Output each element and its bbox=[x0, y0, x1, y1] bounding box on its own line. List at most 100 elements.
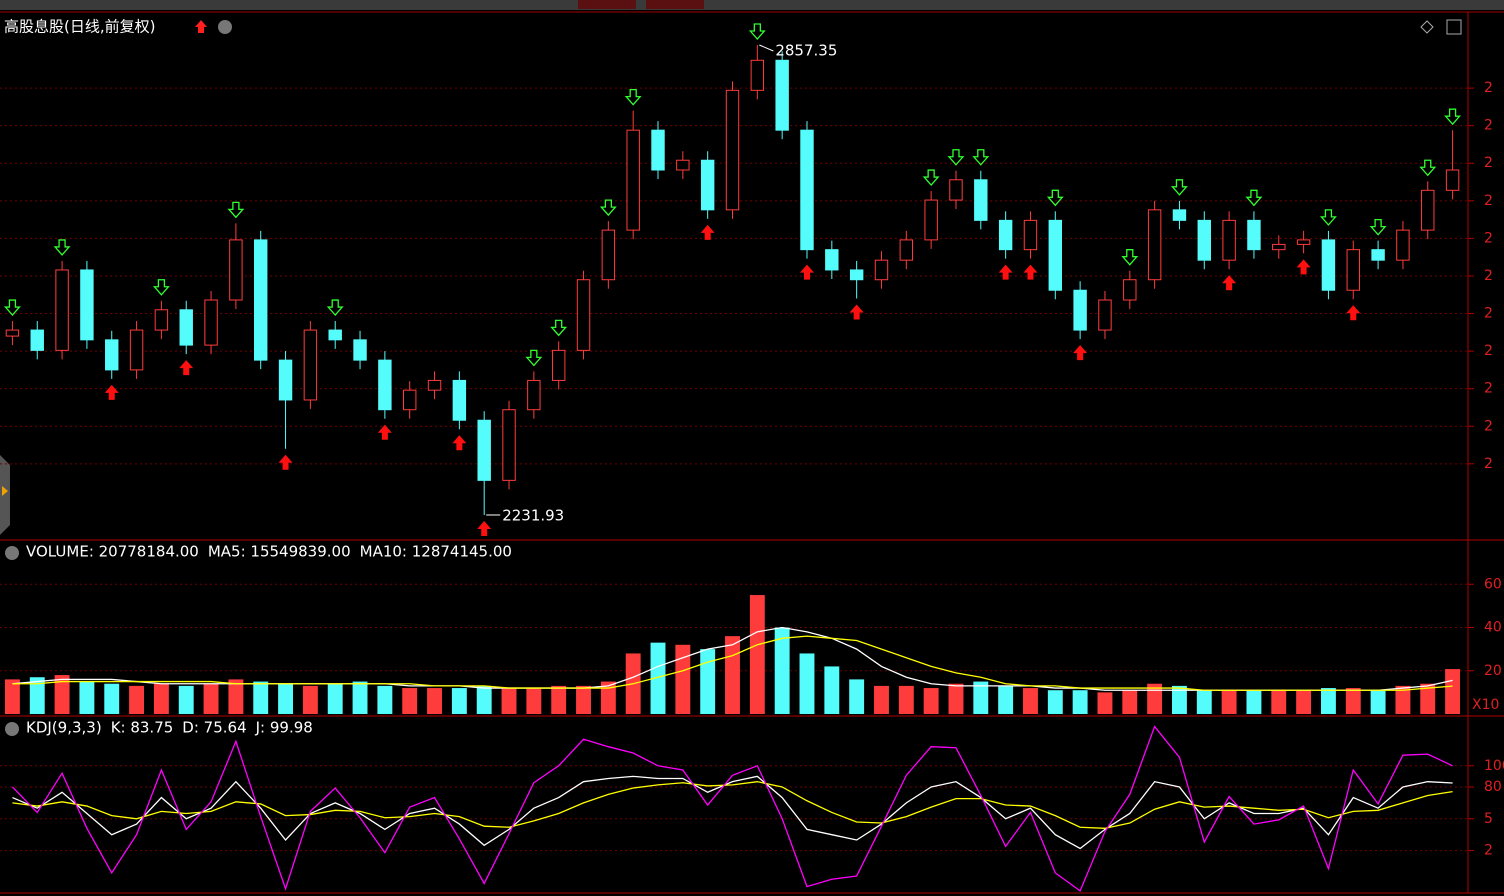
candle-body bbox=[378, 359, 392, 411]
side-tab[interactable] bbox=[0, 455, 10, 535]
y-tick-label: 2 bbox=[1484, 268, 1493, 284]
sell-arrow bbox=[972, 149, 990, 166]
legend-entry: KDJ(9,3,3) bbox=[26, 719, 102, 737]
volume-bar bbox=[774, 627, 790, 714]
buy-arrow bbox=[849, 304, 864, 320]
volume-bar bbox=[1320, 688, 1336, 714]
volume-bar bbox=[129, 685, 145, 714]
buy-arrow bbox=[377, 424, 392, 440]
candle-body bbox=[775, 59, 789, 131]
candle-body bbox=[427, 379, 442, 391]
volume-bar bbox=[327, 683, 343, 714]
menu-icon[interactable] bbox=[5, 722, 19, 736]
volume-bar bbox=[1072, 690, 1088, 714]
volume-bar bbox=[476, 685, 492, 714]
candle-body bbox=[254, 239, 268, 361]
volume-bar bbox=[1420, 683, 1436, 714]
candle-body bbox=[1346, 249, 1360, 291]
window-icon[interactable] bbox=[1446, 19, 1462, 35]
candle-body bbox=[1197, 219, 1211, 261]
candle-body bbox=[949, 179, 963, 201]
candle-body bbox=[477, 419, 491, 481]
y-tick-label: 2 bbox=[1484, 456, 1493, 472]
volume-bar bbox=[1023, 688, 1038, 714]
volume-bar bbox=[576, 685, 591, 714]
legend-entry: J: 99.98 bbox=[255, 719, 313, 737]
volume-bar bbox=[799, 653, 815, 714]
buy-arrow bbox=[1296, 259, 1311, 275]
volume-bar bbox=[1147, 683, 1163, 714]
candle-body bbox=[303, 329, 318, 401]
volume-bar bbox=[178, 685, 194, 714]
sell-arrow bbox=[624, 88, 642, 106]
candle-body bbox=[1247, 219, 1261, 251]
y-tick-label: 5 bbox=[1484, 811, 1493, 827]
buy-arrow bbox=[998, 264, 1013, 280]
candle-body bbox=[651, 129, 665, 171]
volume-bar bbox=[1370, 690, 1386, 714]
unit-label: X10 bbox=[1472, 697, 1499, 713]
ma10-line bbox=[12, 635, 1453, 691]
candle-body bbox=[1222, 219, 1236, 261]
candle-body bbox=[353, 339, 367, 361]
sell-arrow bbox=[1121, 249, 1139, 266]
menu-tab[interactable] bbox=[578, 0, 636, 9]
sell-arrow bbox=[922, 169, 940, 187]
candle-body bbox=[278, 359, 293, 401]
sell-arrow bbox=[1369, 218, 1387, 236]
candle-body bbox=[502, 409, 516, 481]
sell-arrow bbox=[3, 299, 21, 317]
volume-bar bbox=[501, 688, 517, 714]
diamond-icon[interactable] bbox=[1420, 20, 1434, 34]
volume-bar bbox=[1172, 685, 1187, 714]
candle-body bbox=[1321, 239, 1336, 291]
y-tick-label: 2 bbox=[1484, 843, 1493, 859]
candle-body bbox=[5, 329, 20, 337]
candle-body bbox=[1147, 209, 1162, 281]
menu-icon[interactable] bbox=[218, 20, 232, 34]
buy-arrow bbox=[278, 454, 293, 470]
candle-body bbox=[1421, 189, 1435, 231]
candle-body bbox=[179, 309, 193, 346]
candle-body bbox=[30, 329, 44, 351]
menu-tab[interactable] bbox=[646, 0, 704, 9]
sell-arrow bbox=[326, 299, 344, 317]
menu-icon[interactable] bbox=[5, 546, 19, 560]
candle-body bbox=[750, 59, 765, 91]
legend-entry: VOLUME: 20778184.00 bbox=[26, 543, 199, 561]
candle-body bbox=[80, 269, 94, 341]
candle-body bbox=[105, 339, 119, 371]
volume-bar bbox=[451, 688, 467, 714]
volume-bar bbox=[1345, 688, 1361, 714]
candle-body bbox=[55, 269, 69, 351]
volume-bar bbox=[1395, 685, 1411, 714]
buy-arrow bbox=[179, 360, 194, 376]
volume-bar bbox=[948, 683, 964, 714]
volume-bar bbox=[749, 595, 765, 714]
candle-body bbox=[1073, 289, 1087, 331]
sell-arrow bbox=[227, 201, 245, 219]
legend-entry: MA10: 12874145.00 bbox=[360, 543, 512, 561]
y-tick-label: 2 bbox=[1484, 155, 1493, 171]
y-tick-label: 2 bbox=[1484, 381, 1493, 397]
volume-bar bbox=[973, 681, 989, 714]
kdj-line bbox=[11, 725, 1453, 892]
candle-body bbox=[551, 349, 566, 381]
candle-body bbox=[974, 179, 988, 221]
candle-body bbox=[154, 309, 169, 331]
volume-bar bbox=[998, 685, 1014, 714]
volume-bar bbox=[352, 681, 368, 714]
candle-body bbox=[1445, 169, 1460, 191]
candle-body bbox=[402, 389, 417, 411]
sell-arrow bbox=[1319, 209, 1337, 226]
volume-bar bbox=[1221, 690, 1237, 714]
volume-bar bbox=[302, 685, 318, 714]
candle-body bbox=[229, 239, 243, 301]
candle-body bbox=[998, 219, 1013, 251]
buy-arrow bbox=[1023, 264, 1038, 280]
volume-bar bbox=[725, 636, 740, 714]
volume-bar bbox=[1445, 669, 1461, 714]
volume-bar bbox=[923, 688, 939, 714]
legend-entry: MA5: 15549839.00 bbox=[208, 543, 351, 561]
